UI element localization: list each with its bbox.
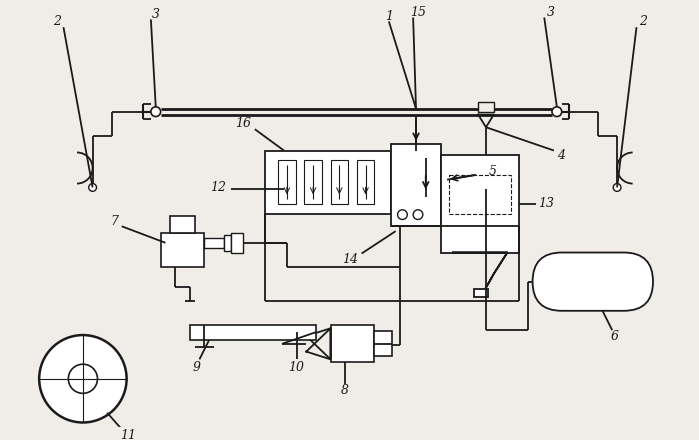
- Circle shape: [398, 210, 408, 220]
- Bar: [478, 102, 493, 112]
- Text: 6: 6: [610, 330, 618, 343]
- Text: 1: 1: [385, 10, 393, 23]
- Bar: [278, 160, 296, 204]
- Text: 13: 13: [538, 198, 554, 210]
- Bar: [204, 238, 224, 248]
- Text: 4: 4: [556, 149, 565, 162]
- Bar: [475, 290, 488, 297]
- Bar: [304, 160, 322, 204]
- Circle shape: [69, 364, 97, 393]
- Bar: [374, 331, 391, 356]
- Circle shape: [613, 183, 621, 191]
- Bar: [331, 325, 374, 362]
- Text: 14: 14: [342, 253, 358, 266]
- Circle shape: [413, 210, 423, 220]
- Circle shape: [151, 107, 161, 117]
- Bar: [441, 155, 519, 253]
- Bar: [449, 175, 511, 214]
- Text: 9: 9: [192, 361, 201, 374]
- Text: 16: 16: [235, 117, 251, 130]
- Bar: [161, 233, 204, 267]
- Text: 11: 11: [120, 429, 136, 440]
- Circle shape: [552, 107, 562, 117]
- Bar: [264, 150, 391, 214]
- FancyBboxPatch shape: [533, 253, 653, 311]
- Text: 3: 3: [152, 8, 160, 21]
- Bar: [331, 160, 348, 204]
- Text: 5: 5: [489, 165, 497, 178]
- Bar: [231, 233, 243, 253]
- Text: 15: 15: [410, 6, 426, 19]
- Text: 10: 10: [289, 361, 305, 374]
- Text: 2: 2: [52, 15, 61, 28]
- Text: 8: 8: [341, 384, 349, 397]
- Circle shape: [89, 183, 96, 191]
- Text: 3: 3: [547, 6, 555, 19]
- Bar: [189, 325, 316, 340]
- Bar: [171, 216, 194, 233]
- Bar: [391, 144, 441, 226]
- Circle shape: [39, 335, 127, 422]
- Text: 2: 2: [640, 15, 647, 28]
- Text: 12: 12: [210, 181, 226, 194]
- Bar: [356, 160, 374, 204]
- Bar: [224, 235, 231, 250]
- Text: 7: 7: [111, 215, 119, 228]
